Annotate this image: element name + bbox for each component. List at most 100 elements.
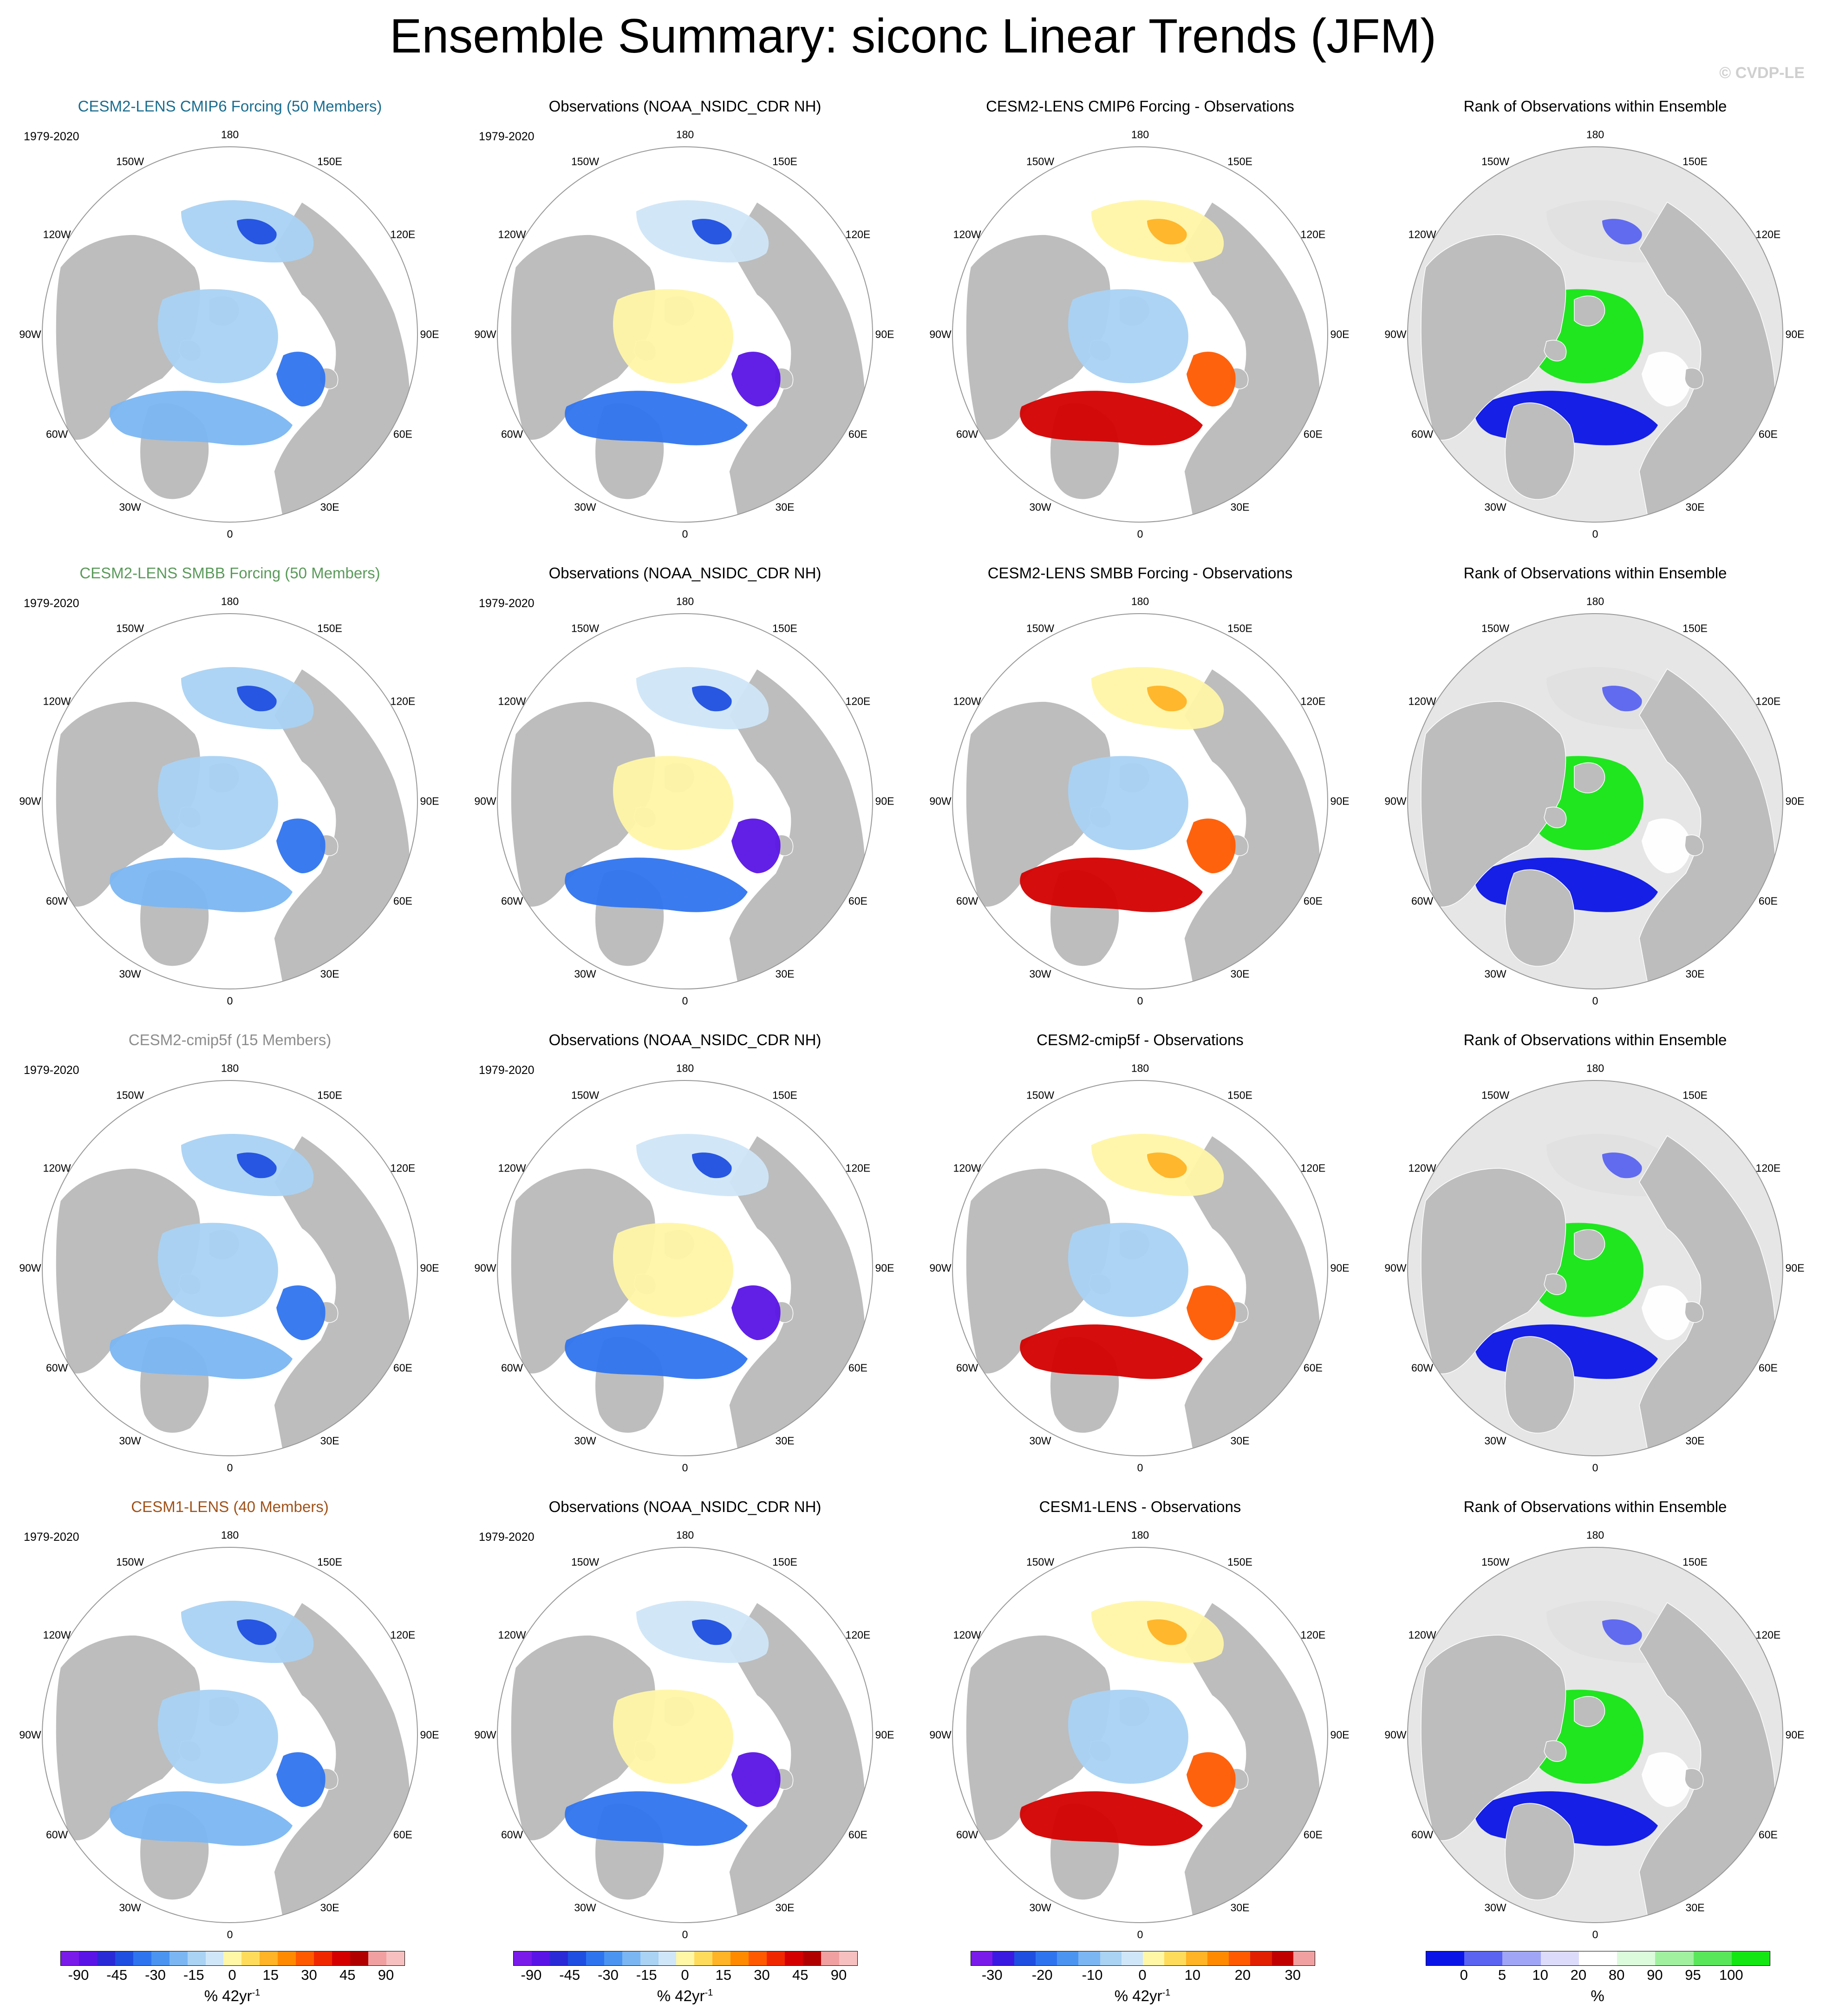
longitude-label: 0 — [682, 1928, 688, 1941]
longitude-label: 60W — [1411, 1828, 1434, 1841]
longitude-label: 150W — [1481, 1556, 1510, 1568]
longitude-label: 0 — [682, 1461, 688, 1474]
colorbar-swatch — [1693, 1951, 1732, 1965]
period-label: 1979-2020 — [479, 1531, 535, 1544]
colorbar-swatch — [785, 1951, 803, 1965]
longitude-label: 180 — [1586, 1062, 1604, 1074]
longitude-label: 90W — [474, 1262, 496, 1274]
panel-title: CESM2-cmip5f (15 Members) — [128, 1031, 332, 1048]
polar-map — [42, 613, 418, 989]
colorbar-swatch — [514, 1951, 532, 1965]
colorbar-swatch — [1272, 1951, 1293, 1965]
longitude-label: 150W — [1481, 622, 1510, 635]
colorbar-swatch — [278, 1951, 296, 1965]
period-label: 1979-2020 — [24, 597, 79, 610]
longitude-label: 180 — [676, 1062, 694, 1074]
colorbar-swatch — [1464, 1951, 1503, 1965]
colorbar-swatch — [1014, 1951, 1036, 1965]
polar-map — [1407, 146, 1783, 523]
longitude-label: 180 — [221, 595, 239, 608]
longitude-label: 30W — [1029, 501, 1051, 513]
colorbar-swatch — [61, 1951, 79, 1965]
colorbar-swatch — [223, 1951, 242, 1965]
colorbar-swatch — [386, 1951, 404, 1965]
longitude-label: 90W — [929, 328, 952, 340]
longitude-label: 150W — [116, 1556, 144, 1568]
colorbar-swatch — [839, 1951, 857, 1965]
longitude-label: 90W — [929, 1262, 952, 1274]
longitude-label: 90E — [420, 1728, 439, 1741]
longitude-label: 60E — [393, 428, 412, 440]
colorbar-swatch — [821, 1951, 839, 1965]
colorbar-tick-label: -30 — [981, 1967, 1003, 1983]
colorbar-tick-label: 95 — [1685, 1967, 1701, 1983]
colorbar-tick-label: 0 — [681, 1967, 689, 1983]
longitude-label: 120W — [1408, 1162, 1436, 1174]
polar-map — [42, 1547, 418, 1923]
colorbar-unit-exponent: -1 — [252, 1988, 261, 1998]
longitude-label: 30E — [775, 1434, 795, 1447]
colorbar-swatch — [549, 1951, 568, 1965]
longitude-label: 0 — [1137, 528, 1143, 540]
colorbar-swatch — [640, 1951, 659, 1965]
longitude-label: 30E — [775, 968, 795, 980]
longitude-label: 60E — [393, 1361, 412, 1374]
longitude-label: 30E — [320, 1901, 339, 1914]
map-panel-obs-row2: Observations (NOAA_NSIDC_CDR NH) 1979-202… — [474, 564, 894, 1010]
colorbar-label: % 42yr-1 — [971, 1987, 1314, 2005]
longitude-label: 0 — [1592, 1928, 1598, 1941]
longitude-label: 120W — [43, 1162, 71, 1174]
longitude-label: 150W — [1026, 622, 1055, 635]
polar-map — [952, 146, 1328, 523]
longitude-label: 180 — [1586, 128, 1604, 141]
longitude-label: 90E — [875, 1262, 894, 1274]
longitude-label: 60E — [1758, 895, 1778, 907]
longitude-label: 30E — [775, 501, 795, 513]
colorbar-tick-label: 90 — [1647, 1967, 1663, 1983]
polar-map — [952, 1080, 1328, 1456]
longitude-label: 30E — [1685, 501, 1705, 513]
longitude-label: 30W — [119, 1901, 141, 1914]
polar-map — [42, 1080, 418, 1456]
panel-title: CESM2-cmip5f - Observations — [1037, 1031, 1244, 1048]
colorbar-swatch — [749, 1951, 767, 1965]
colorbar-swatch — [332, 1951, 350, 1965]
longitude-label: 0 — [682, 995, 688, 1007]
longitude-label: 120E — [1300, 1162, 1326, 1174]
longitude-label: 180 — [1131, 595, 1149, 608]
map-panel-rank-row1: Rank of Observations within Ensemble 180 1… — [1384, 98, 1804, 543]
map-panel-diff-row3: CESM2-cmip5f - Observations 180 150E 120E 90… — [929, 1031, 1350, 1477]
panel-title: Observations (NOAA_NSIDC_CDR NH) — [548, 1031, 822, 1048]
longitude-label: 90E — [1330, 1262, 1350, 1274]
longitude-label: 60E — [1303, 895, 1323, 907]
colorbar-swatch — [971, 1951, 993, 1965]
longitude-label: 120E — [1300, 228, 1326, 241]
map-panel-diff-row1: CESM2-LENS CMIP6 Forcing - Observations 1… — [929, 98, 1349, 543]
colorbar-tick-label: 5 — [1498, 1967, 1506, 1983]
colorbar-swatch — [205, 1951, 224, 1965]
longitude-label: 60E — [1303, 1828, 1323, 1841]
longitude-label: 30E — [320, 968, 339, 980]
longitude-label: 0 — [1137, 1461, 1143, 1474]
colorbar-swatch — [694, 1951, 713, 1965]
colorbar-tick-label: 10 — [1532, 1967, 1548, 1983]
longitude-label: 120E — [1755, 1162, 1781, 1174]
colorbar-swatch — [151, 1951, 170, 1965]
longitude-label: 60W — [956, 1828, 978, 1841]
colorbar-swatch — [115, 1951, 133, 1965]
colorbar-unit-exponent: -1 — [1162, 1988, 1171, 1998]
panel-title: Observations (NOAA_NSIDC_CDR NH) — [548, 1498, 822, 1515]
colorbar-swatch — [1207, 1951, 1229, 1965]
longitude-label: 30W — [119, 968, 141, 980]
colorbar-swatch — [658, 1951, 677, 1965]
longitude-label: 90E — [1785, 1262, 1805, 1274]
colorbar-swatch — [1617, 1951, 1656, 1965]
colorbar-tick-label: -20 — [1031, 1967, 1053, 1983]
colorbar-tick-label: -90 — [68, 1967, 89, 1983]
longitude-label: 30W — [1484, 1901, 1506, 1914]
map-panel-ens-row3: CESM2-cmip5f (15 Members) 1979-2020 180 150… — [19, 1031, 439, 1477]
longitude-label: 120W — [498, 1629, 526, 1641]
longitude-label: 180 — [1586, 595, 1604, 608]
colorbar-tick-label: 90 — [830, 1967, 847, 1983]
longitude-label: 120W — [953, 1162, 981, 1174]
